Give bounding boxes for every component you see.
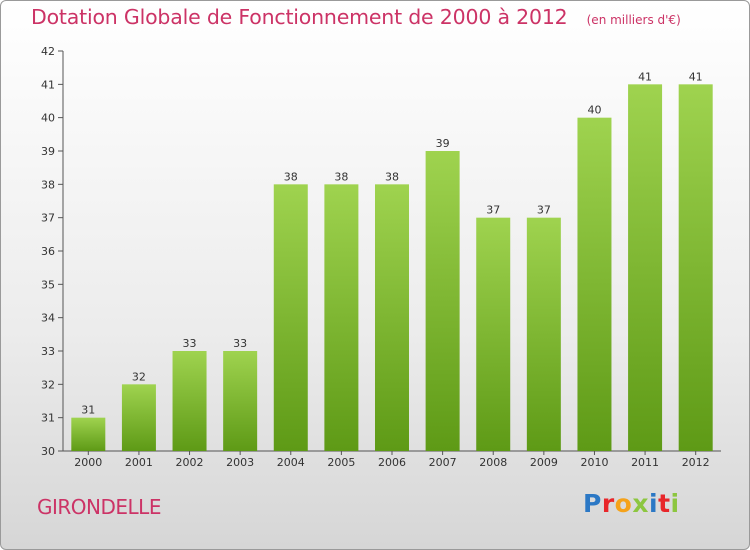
bar	[375, 184, 409, 452]
x-tick-label: 2007	[429, 456, 457, 469]
x-tick-label: 2008	[479, 456, 507, 469]
y-tick-label: 32	[41, 378, 55, 391]
x-tick-label: 2012	[682, 456, 710, 469]
bars	[71, 84, 713, 452]
bar	[577, 117, 612, 452]
bar-value-label: 38	[284, 170, 298, 183]
bar	[324, 184, 359, 452]
bar-value-label: 33	[183, 337, 197, 350]
labels: 31 2000 32 2001 33 2002 33 2003 38 2004 38 2005 38 20…	[74, 70, 709, 469]
x-tick-label: 2003	[226, 456, 254, 469]
y-tick-label: 30	[41, 445, 55, 458]
logo-letter: i	[670, 489, 680, 518]
bar	[273, 184, 308, 452]
commune-name: GIRONDELLE	[37, 495, 161, 519]
y-tick-label: 38	[41, 178, 55, 191]
y-tick-label: 41	[41, 78, 55, 91]
bar	[223, 351, 258, 451]
y-tick-label: 31	[41, 412, 55, 425]
bar-value-label: 37	[486, 204, 500, 217]
y-tick-label: 33	[41, 345, 55, 358]
logo-letter: i	[649, 489, 659, 518]
bar-value-label: 41	[689, 70, 703, 83]
x-tick-label: 2010	[580, 456, 608, 469]
x-tick-label: 2001	[125, 456, 153, 469]
bar-value-label: 41	[638, 70, 652, 83]
y-tick-label: 35	[41, 278, 55, 291]
y-tick-label: 42	[41, 45, 55, 58]
x-tick-label: 2000	[74, 456, 102, 469]
bar	[121, 384, 156, 451]
logo-letter: t	[658, 489, 671, 518]
x-tick-label: 2006	[378, 456, 406, 469]
y-tick-label: 34	[41, 312, 55, 325]
logo-letter: P	[583, 489, 602, 518]
bar-value-label: 37	[537, 204, 551, 217]
bar-value-label: 38	[334, 170, 348, 183]
bar-value-label: 38	[385, 170, 399, 183]
y-tick-label: 39	[41, 145, 55, 158]
bar	[526, 217, 561, 451]
bar-value-label: 31	[81, 404, 95, 417]
bar-value-label: 40	[587, 104, 601, 117]
bar	[71, 417, 106, 451]
logo-letter: x	[632, 489, 649, 518]
x-tick-label: 2009	[530, 456, 558, 469]
x-tick-label: 2005	[327, 456, 355, 469]
bar	[425, 151, 460, 451]
y-tick-label: 37	[41, 212, 55, 225]
proxiti-logo: Proxiti	[583, 489, 680, 518]
bar-value-label: 33	[233, 337, 247, 350]
title-row: Dotation Globale de Fonctionnement de 20…	[31, 5, 681, 29]
bar	[172, 351, 207, 451]
chart-subtitle: (en milliers d'€)	[586, 13, 681, 27]
logo-letter: o	[614, 489, 633, 518]
bar-value-label: 39	[436, 137, 450, 150]
x-tick-label: 2002	[176, 456, 204, 469]
y-tick-label: 40	[41, 112, 55, 125]
bar-value-label: 32	[132, 370, 146, 383]
axes: 30 31 32 33 34 35 36 37 38 39 40 41 42	[41, 45, 721, 458]
bar	[476, 217, 511, 451]
chart-title: Dotation Globale de Fonctionnement de 20…	[31, 5, 568, 29]
x-tick-label: 2004	[277, 456, 305, 469]
bar	[678, 84, 713, 451]
x-tick-label: 2011	[631, 456, 659, 469]
y-tick-label: 36	[41, 245, 55, 258]
logo-letter: r	[601, 489, 615, 518]
bar	[628, 84, 663, 451]
